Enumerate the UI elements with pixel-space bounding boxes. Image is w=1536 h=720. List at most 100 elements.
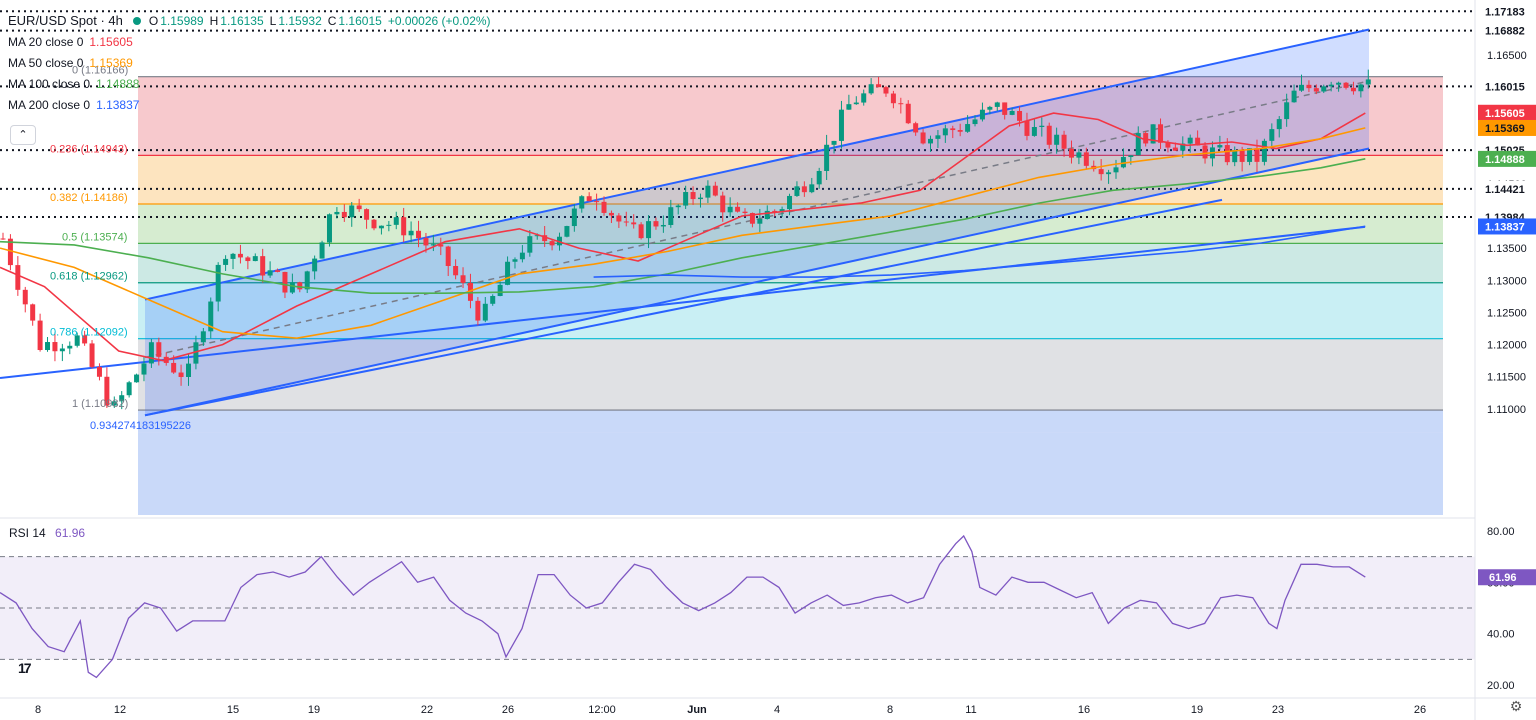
price-label-badge <box>1478 150 1536 167</box>
candle-body <box>638 224 644 239</box>
time-tick-label: 12:00 <box>588 704 616 716</box>
close-label: C <box>327 13 337 28</box>
price-tick-label: 1.12000 <box>1487 340 1527 352</box>
candle-body <box>59 348 65 352</box>
fibonacci-labels: 0 (1.16166) 0.236 (1.14943) 0.382 (1.14186… <box>50 65 191 432</box>
candle-body <box>208 301 214 332</box>
candle-body <box>1195 137 1201 146</box>
time-axis[interactable]: 8 12 15 19 22 26 12:00 Jun 4 8 11 16 19 23 26 <box>0 697 1536 716</box>
rsi-name: RSI 14 <box>9 526 46 540</box>
candle-body <box>1031 127 1037 136</box>
fib-zone <box>138 410 1443 433</box>
candle-body <box>942 128 948 136</box>
time-tick-label: 12 <box>114 704 126 716</box>
price-axis[interactable]: 1.165001.160001.155001.150001.145001.140… <box>1474 0 1536 720</box>
candle-body <box>82 335 88 344</box>
price-label-text: 1.13837 <box>1485 221 1525 233</box>
candle-body <box>935 135 941 139</box>
candle-body <box>1017 110 1023 121</box>
channel-lower-line <box>144 147 1370 417</box>
candle-body <box>438 244 444 247</box>
candle-body <box>445 246 451 267</box>
candle-body <box>801 186 807 193</box>
candle-body <box>1113 167 1119 173</box>
trend-line <box>0 225 1366 380</box>
candle-body <box>1009 110 1015 115</box>
rsi-legend[interactable]: RSI 14 61.96 <box>9 526 91 540</box>
candle-body <box>646 221 652 239</box>
candle-body <box>30 304 36 321</box>
candle-body <box>1239 150 1245 162</box>
candle-body <box>453 266 459 276</box>
candle-body <box>505 261 511 285</box>
rsi-tick-label: 20.00 <box>1487 680 1515 692</box>
candle-body <box>1291 90 1297 103</box>
fib-level-label: 0.934274183195226 <box>90 420 191 432</box>
candle-body <box>364 209 370 220</box>
trend-line <box>144 198 1223 417</box>
rsi-value-badge <box>1478 569 1536 586</box>
candle-body <box>994 102 1000 107</box>
candle-body <box>1098 169 1104 175</box>
price-label-text: 1.16882 <box>1485 26 1525 38</box>
candle-body <box>631 222 637 225</box>
candle-body <box>720 195 726 213</box>
candle-body <box>534 235 540 237</box>
candle-body <box>326 214 332 243</box>
change-value: +0.00026 (+0.02%) <box>387 13 491 28</box>
candle-body <box>67 345 73 349</box>
candle-body <box>979 109 985 120</box>
candle-body <box>816 170 822 185</box>
candle-body <box>156 342 162 357</box>
candle-body <box>772 210 778 212</box>
open-label: O <box>148 13 159 28</box>
symbol-title[interactable]: EUR/USD Spot · 4h <box>8 12 123 28</box>
gear-icon[interactable]: ⚙ <box>1509 698 1523 714</box>
ma-name: MA 50 close 0 <box>8 55 84 70</box>
candle-body <box>809 184 815 193</box>
candle-body <box>96 366 102 377</box>
candle-body <box>1321 86 1327 92</box>
candle-body <box>371 219 377 229</box>
ma-value: 1.15369 <box>89 55 133 70</box>
candle-body <box>1150 124 1156 144</box>
fib-level-label: 1 (1.10982) <box>72 398 128 410</box>
tradingview-logo-icon[interactable]: 17 <box>18 660 32 676</box>
ma-row[interactable]: MA 100 close 0 1.14888 <box>8 73 497 94</box>
rsi-pane <box>0 517 1475 679</box>
candle-body <box>178 372 184 377</box>
candle-body <box>1039 125 1045 128</box>
ma-value: 1.13837 <box>96 97 140 112</box>
price-label-badge <box>1478 119 1536 136</box>
candle-body <box>467 282 473 301</box>
candle-body <box>608 212 614 216</box>
candle-body <box>1313 88 1319 92</box>
ma-row[interactable]: MA 50 close 0 1.15369 <box>8 52 497 73</box>
candle-body <box>497 284 503 297</box>
candle-body <box>1202 145 1208 159</box>
price-label-badge <box>1478 3 1536 20</box>
low-label: L <box>269 13 277 28</box>
candle-body <box>1306 84 1312 89</box>
candle-body <box>104 376 110 406</box>
fib-level-label: 0.5 (1.13574) <box>62 231 127 243</box>
price-label-text: 1.14421 <box>1485 184 1525 196</box>
price-tick-label: 1.13500 <box>1487 243 1527 255</box>
candle-body <box>898 103 904 105</box>
candle-body <box>586 196 592 202</box>
collapse-legend-button[interactable]: ⌃ <box>10 125 36 145</box>
candle-body <box>1024 120 1030 136</box>
candle-body <box>475 300 481 321</box>
high-value: 1.16135 <box>220 13 264 28</box>
fib-level-label: 0.236 (1.14943) <box>50 143 128 155</box>
time-tick-label: 22 <box>421 704 433 716</box>
fib-zone <box>138 338 1443 411</box>
candle-body <box>660 224 666 227</box>
candle-body <box>260 256 266 276</box>
candle-body <box>1365 79 1371 85</box>
price-label-text: 1.17183 <box>1485 6 1525 18</box>
ma-row[interactable]: MA 200 close 0 1.13837 <box>8 94 497 115</box>
ma-row[interactable]: MA 20 close 0 1.15605 <box>8 31 497 52</box>
channel-fill <box>145 29 1369 416</box>
